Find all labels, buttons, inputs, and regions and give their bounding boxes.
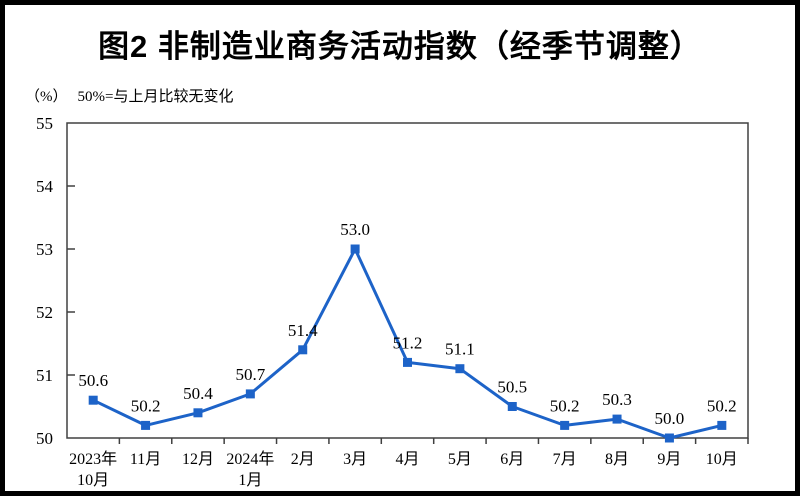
data-point-marker — [455, 364, 465, 374]
data-point-marker — [507, 402, 517, 411]
baseline-note: 50%=与上月比较无变化 — [77, 89, 234, 105]
data-point-label: 50.3 — [602, 390, 632, 409]
data-point-label: 51.4 — [288, 321, 318, 340]
y-axis-tick-label: 51 — [36, 366, 53, 385]
data-point-marker — [88, 395, 98, 405]
data-point-label: 50.5 — [497, 378, 527, 397]
data-point-label: 50.2 — [707, 396, 737, 415]
x-axis-label: 6月 — [500, 451, 524, 468]
data-point-marker — [612, 414, 622, 424]
data-point-label: 50.2 — [131, 396, 161, 415]
x-axis-label: 9月 — [657, 451, 681, 468]
data-point-label: 50.6 — [78, 371, 108, 390]
chart-subtitle-row: （%） 50%=与上月比较无变化 — [25, 85, 233, 106]
x-axis-label: 2024年 — [226, 450, 274, 468]
data-point-label: 50.2 — [550, 396, 580, 415]
x-axis-label: 11月 — [130, 451, 161, 468]
x-axis-label: 10月 — [77, 472, 109, 489]
data-point-marker — [350, 244, 360, 254]
data-point-marker — [560, 420, 570, 430]
y-axis-tick-label: 53 — [36, 240, 53, 259]
y-axis-tick-label: 52 — [36, 303, 53, 322]
data-point-marker — [245, 389, 255, 399]
data-point-marker — [141, 420, 151, 430]
x-axis-label: 2023年 — [69, 450, 117, 468]
data-point-label: 50.0 — [655, 409, 685, 428]
plot-frame — [66, 122, 749, 439]
x-axis-label: 2月 — [291, 451, 315, 468]
line-chart: 50 51 52 53 54 55 2023年 10月 11月 12月 2024年 1月 2月 3月 4月 5… — [36, 114, 749, 489]
y-axis-tick-label: 50 — [36, 429, 53, 448]
x-axis-label: 1月 — [238, 472, 262, 489]
x-axis-label: 4月 — [395, 451, 419, 468]
data-point-label: 51.1 — [445, 340, 475, 359]
y-axis-tick-label: 55 — [36, 114, 53, 133]
data-point-label: 50.4 — [183, 384, 213, 403]
data-point-label: 50.7 — [235, 365, 265, 384]
x-axis-label: 5月 — [448, 451, 472, 468]
data-point-label: 53.0 — [340, 220, 370, 239]
y-axis-unit-label: （%） — [25, 89, 68, 105]
data-point-marker — [298, 345, 308, 355]
x-axis-label: 8月 — [605, 451, 629, 468]
x-axis-label: 7月 — [553, 451, 577, 468]
y-axis-tick-label: 54 — [36, 177, 54, 196]
x-axis-label: 3月 — [343, 451, 367, 468]
chart-title: 图2 非制造业商务活动指数（经季节调整） — [98, 29, 702, 64]
data-point-marker — [193, 408, 203, 418]
data-point-marker — [403, 357, 412, 367]
x-axis-label: 10月 — [706, 451, 738, 468]
data-point-marker — [717, 420, 727, 430]
x-axis-label: 12月 — [182, 451, 214, 468]
data-point-marker — [664, 433, 674, 443]
data-point-label: 51.2 — [393, 333, 423, 352]
